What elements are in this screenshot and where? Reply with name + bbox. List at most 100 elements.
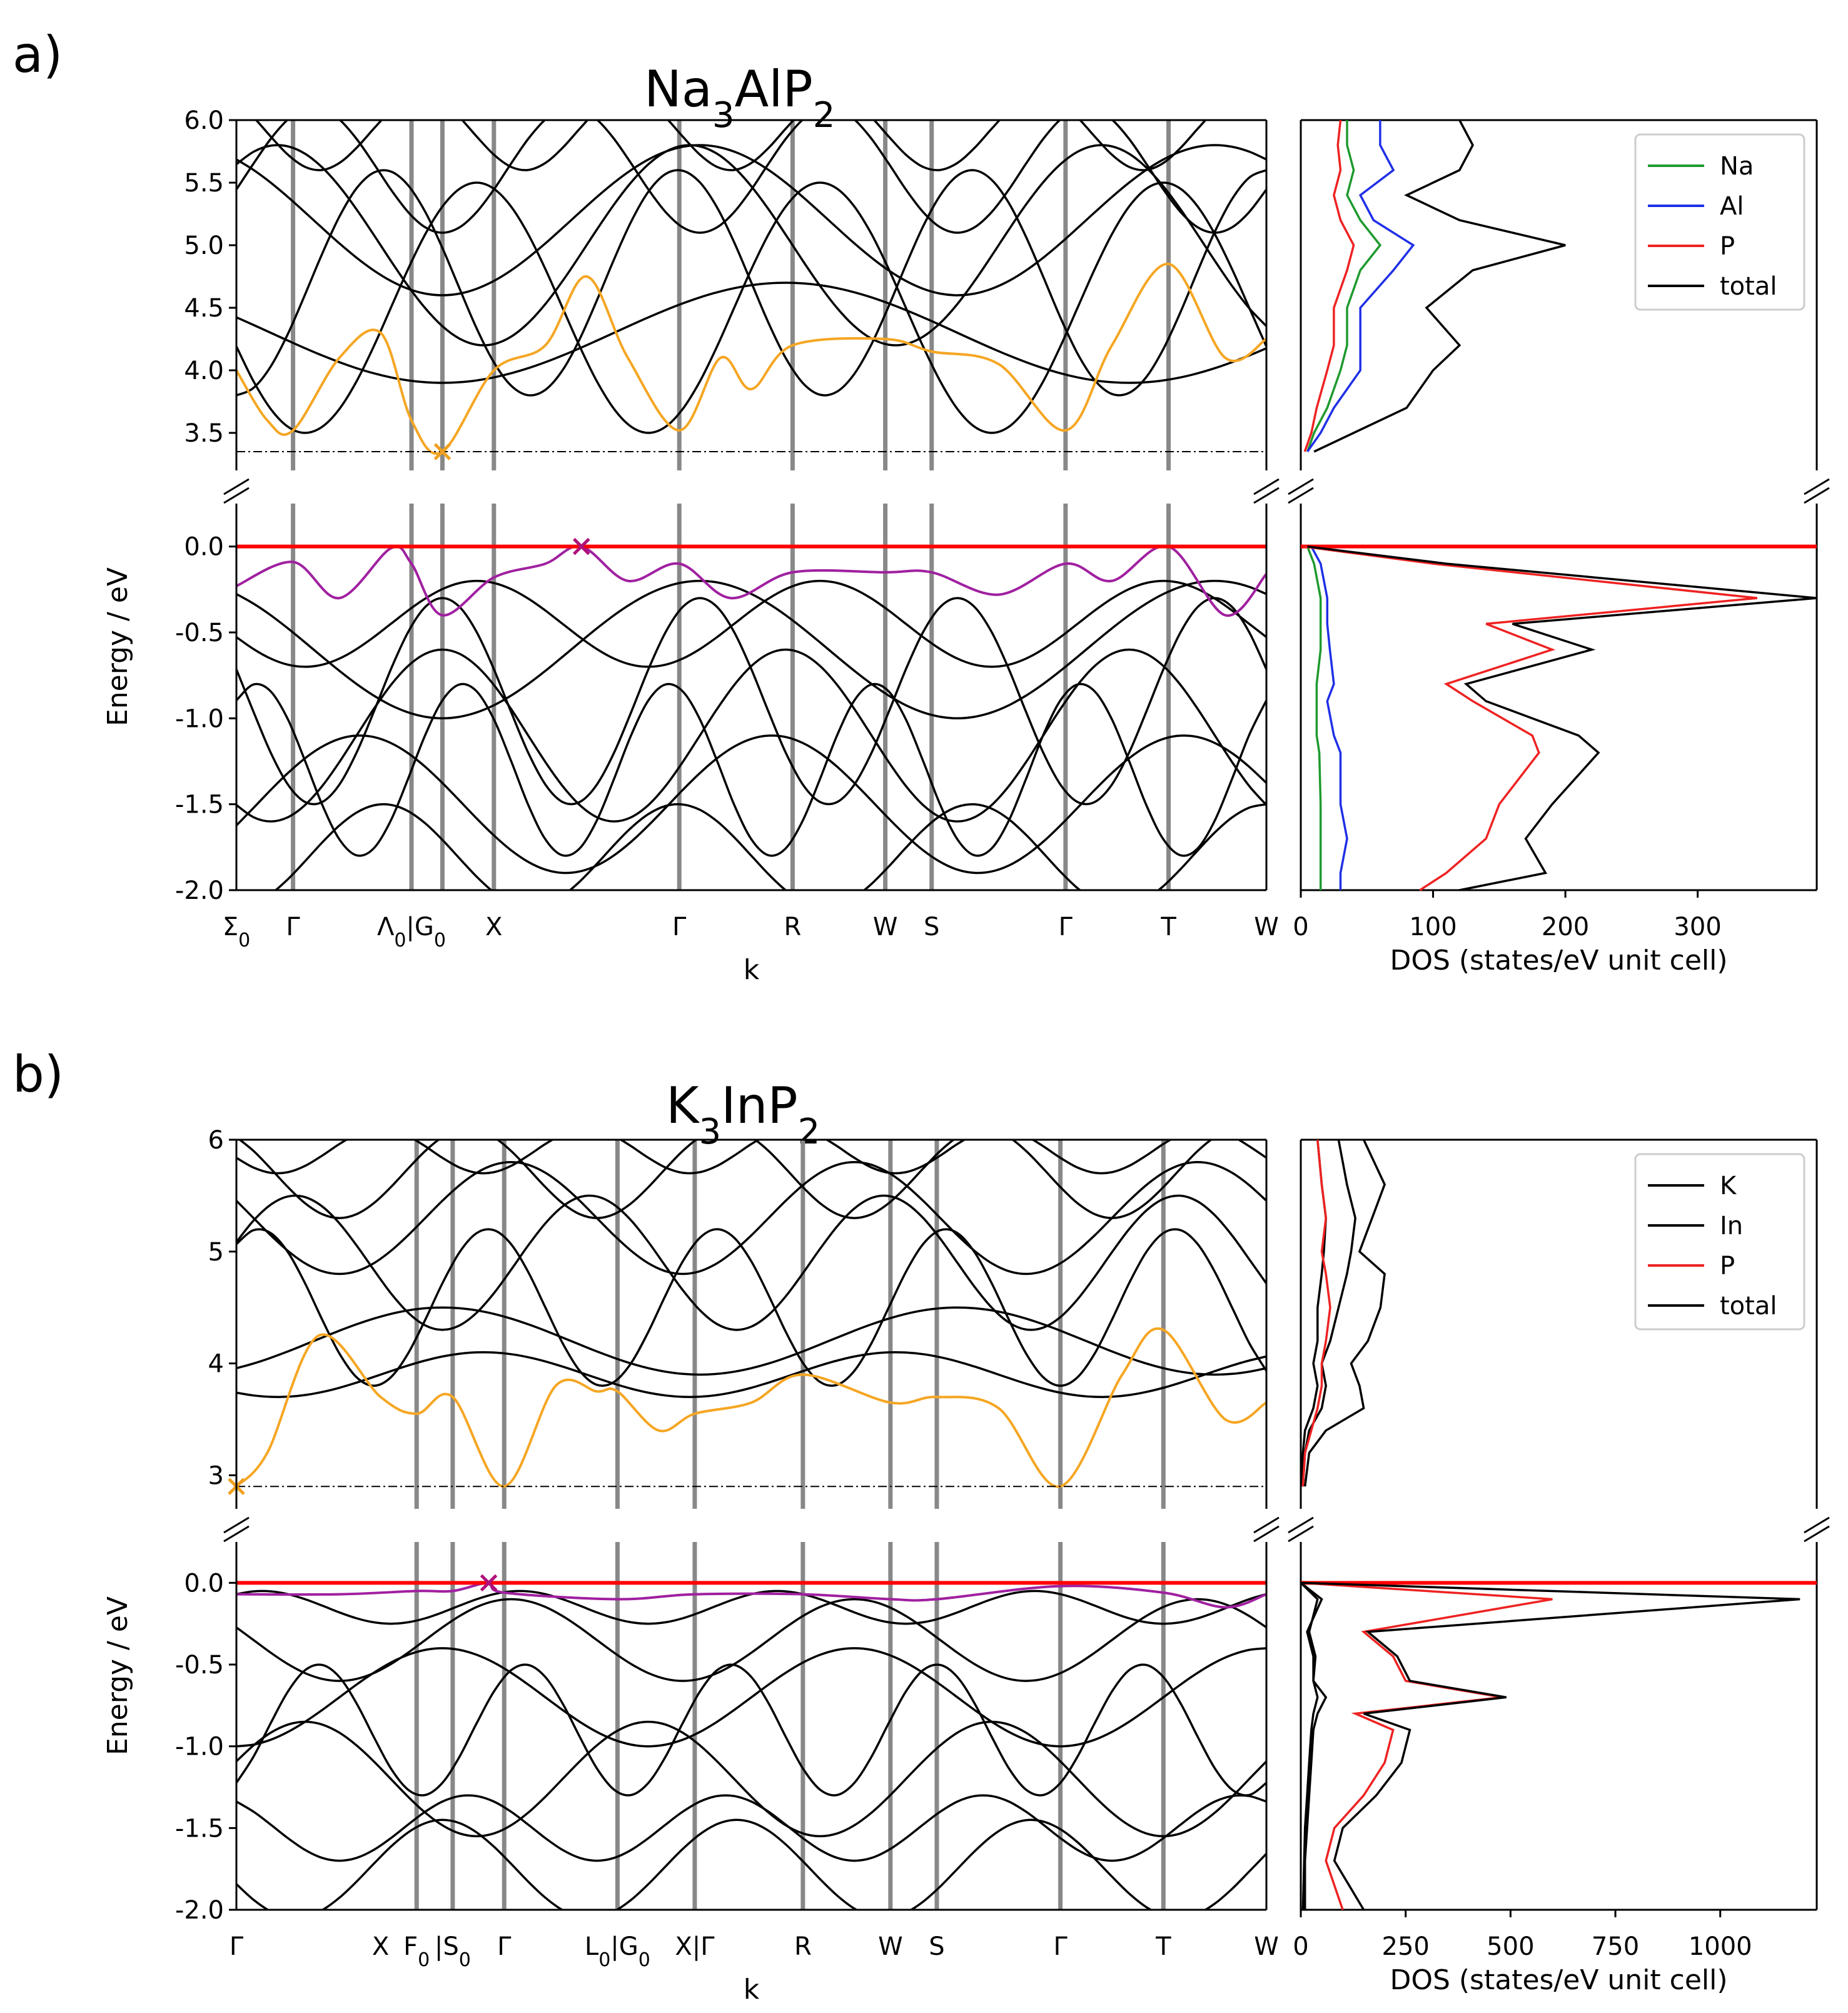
band-line — [236, 597, 1266, 806]
axis-break-mark — [223, 1516, 250, 1543]
band-line — [236, 1140, 1266, 1175]
dos-x-tick-label: 500 — [1487, 1932, 1534, 1961]
band-line — [236, 1647, 1266, 1748]
dos-curve-p — [1301, 1139, 1331, 1487]
band-panel-b: 3 4 5 6 -2.0 -1.5 -1.0 -0.5 0.0 Energy / eV Γ X F0 |S… — [102, 1126, 1280, 2005]
lowest-conduction-band — [236, 263, 1266, 455]
band-line — [236, 1598, 1266, 1682]
y-tick-label: 4 — [208, 1350, 224, 1379]
y-tick-label: -1.5 — [175, 791, 224, 819]
kpoint-label: W — [1254, 1932, 1279, 1961]
panel-b: b) K3InP2 — [13, 1045, 820, 1152]
y-tick-label: -0.5 — [175, 619, 224, 647]
band-line — [236, 1228, 1266, 1387]
legend-label-p: P — [1720, 232, 1735, 261]
dos-panel-a: 0 100 200 300 DOS (states/eV unit cell) Na Al P… — [1288, 119, 1830, 976]
dos-curve-in — [1300, 1581, 1328, 1910]
dos-curve-total — [1307, 545, 1817, 891]
kpoint-label: Γ — [230, 1932, 244, 1961]
band-line — [236, 281, 1266, 384]
band-line — [236, 734, 1266, 875]
dos-curve-total — [1303, 1139, 1386, 1487]
band-line — [236, 1590, 1266, 1625]
kpoint-label: S — [924, 913, 939, 941]
y-tick-label: -1.0 — [175, 1733, 224, 1762]
dos-x-axis-label: DOS (states/eV unit cell) — [1390, 945, 1727, 976]
kpoint-label: Γ — [1059, 913, 1073, 941]
valence-bands — [236, 1581, 1266, 1910]
y-tick-label: -0.5 — [175, 1651, 224, 1680]
panel-a: a) Na3AlP2 — [13, 26, 835, 136]
band-line — [236, 579, 1266, 720]
dos-curve-in — [1301, 1139, 1356, 1487]
dos-curve-p — [1303, 545, 1757, 891]
band-line — [236, 648, 1266, 823]
highest-valence-band — [236, 544, 1266, 617]
conduction-bands — [236, 1140, 1266, 1488]
legend-label-al: Al — [1720, 192, 1744, 221]
band-line — [238, 1140, 1213, 1219]
y-tick-label: -2.0 — [175, 1896, 224, 1925]
dos-curve-na — [1306, 120, 1382, 452]
legend-label-na: Na — [1720, 152, 1754, 181]
kpoint-label: L0|G0 — [585, 1932, 650, 1971]
band-line — [236, 1161, 1266, 1275]
legend-label-in: In — [1720, 1212, 1743, 1240]
dos-curve-p — [1303, 119, 1355, 452]
x-axis-label: k — [744, 1974, 760, 2005]
dos-curve-k — [1300, 1582, 1319, 1910]
highest-valence-band — [236, 1581, 1266, 1609]
y-tick-label: 5.0 — [184, 231, 224, 260]
dos-x-tick-label: 750 — [1592, 1932, 1639, 1961]
legend-label-total: total — [1720, 1292, 1777, 1321]
lowest-conduction-band — [236, 1327, 1266, 1488]
y-tick-label: 3.5 — [184, 419, 224, 448]
dos-x-tick-label: 1000 — [1689, 1932, 1752, 1961]
kpoint-label: Γ — [497, 1932, 512, 1961]
y-tick-label: -1.5 — [175, 1814, 224, 1843]
kpoint-label: W — [873, 913, 898, 941]
band-line — [236, 1720, 1266, 1838]
vbm-marker — [480, 1574, 498, 1592]
dos-curve-total — [1313, 119, 1566, 453]
plot-layer: 3.5 4.0 4.5 5.0 5.5 6.0 -2.0 -1.5 -1.0 -0.5 0.0 Ene… — [102, 106, 1830, 2005]
legend-label-p: P — [1720, 1252, 1735, 1280]
y-tick-label: 6 — [208, 1126, 224, 1155]
dos-x-axis-label: DOS (states/eV unit cell) — [1390, 1964, 1727, 1996]
kpoint-label: T — [1155, 1932, 1171, 1961]
dos-x-tick-label: 0 — [1293, 913, 1308, 941]
kpoint-label: F0 — [403, 1932, 430, 1971]
conduction-bands — [236, 120, 1266, 455]
band-line — [236, 181, 1266, 434]
dos-x-tick-label: 100 — [1409, 913, 1457, 941]
panel-b-label: b) — [13, 1045, 64, 1103]
dos-x-tick-label: 200 — [1542, 913, 1589, 941]
kpoint-label: Γ — [286, 913, 300, 941]
band-line — [236, 1194, 1266, 1331]
axis-break-mark — [1288, 1516, 1314, 1543]
legend-box — [1634, 1153, 1805, 1331]
band-line — [236, 1663, 1266, 1797]
dos-panel-b: 0 250 500 750 1000 DOS (states/eV unit cell) K… — [1288, 1138, 1830, 1996]
y-axis-label: Energy / eV — [102, 1596, 134, 1755]
band-line — [236, 1818, 1266, 1910]
y-tick-label: 4.5 — [184, 294, 224, 323]
dos-x-tick-label: 250 — [1382, 1932, 1430, 1961]
kpoint-label: |S0 — [435, 1932, 471, 1971]
band-line — [236, 1794, 1266, 1862]
kpoint-label: X — [485, 913, 502, 941]
band-line — [255, 120, 1207, 171]
kpoint-label: X|Γ — [675, 1932, 715, 1961]
dos-curve-p — [1300, 1581, 1553, 1910]
axis-break-mark — [1253, 1516, 1280, 1543]
band-line — [236, 579, 1266, 668]
dos-x-tick-label: 0 — [1293, 1932, 1308, 1961]
kpoint-label: Σ0 — [223, 913, 250, 951]
y-tick-label: 6.0 — [184, 106, 224, 135]
legend-label-k: K — [1720, 1172, 1737, 1200]
kpoint-label: X — [372, 1932, 389, 1961]
dos-curve-na — [1306, 546, 1322, 890]
y-tick-label: 5 — [208, 1238, 224, 1267]
